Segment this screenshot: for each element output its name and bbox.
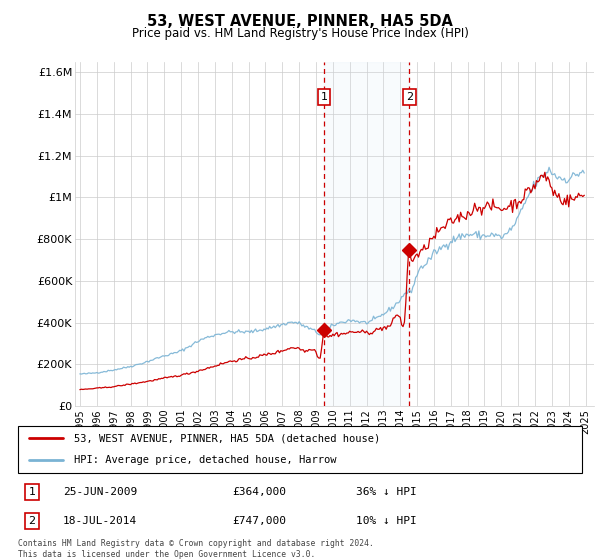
Text: 2: 2 xyxy=(406,92,413,102)
Text: £747,000: £747,000 xyxy=(232,516,286,526)
FancyBboxPatch shape xyxy=(18,426,582,473)
Text: Price paid vs. HM Land Registry's House Price Index (HPI): Price paid vs. HM Land Registry's House … xyxy=(131,27,469,40)
Text: 53, WEST AVENUE, PINNER, HA5 5DA: 53, WEST AVENUE, PINNER, HA5 5DA xyxy=(147,14,453,29)
Text: 18-JUL-2014: 18-JUL-2014 xyxy=(63,516,137,526)
Text: 2: 2 xyxy=(29,516,35,526)
Text: 36% ↓ HPI: 36% ↓ HPI xyxy=(356,487,417,497)
Text: 1: 1 xyxy=(29,487,35,497)
Text: 25-JUN-2009: 25-JUN-2009 xyxy=(63,487,137,497)
Text: Contains HM Land Registry data © Crown copyright and database right 2024.
This d: Contains HM Land Registry data © Crown c… xyxy=(18,539,374,559)
Text: £364,000: £364,000 xyxy=(232,487,286,497)
Text: 1: 1 xyxy=(321,92,328,102)
Text: HPI: Average price, detached house, Harrow: HPI: Average price, detached house, Harr… xyxy=(74,455,337,465)
Text: 10% ↓ HPI: 10% ↓ HPI xyxy=(356,516,417,526)
Text: 53, WEST AVENUE, PINNER, HA5 5DA (detached house): 53, WEST AVENUE, PINNER, HA5 5DA (detach… xyxy=(74,433,380,444)
Bar xyxy=(324,62,409,406)
